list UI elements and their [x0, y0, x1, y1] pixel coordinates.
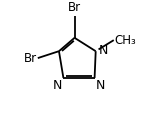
Text: CH₃: CH₃ — [115, 34, 137, 47]
Text: Br: Br — [68, 1, 81, 14]
Text: Br: Br — [24, 52, 37, 65]
Text: N: N — [53, 79, 62, 92]
Text: N: N — [96, 79, 105, 92]
Text: N: N — [98, 44, 108, 57]
